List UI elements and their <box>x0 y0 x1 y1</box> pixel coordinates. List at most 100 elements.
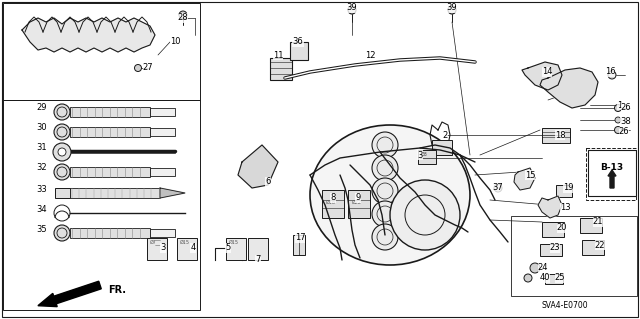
Text: 6: 6 <box>266 177 271 187</box>
Bar <box>70 188 160 198</box>
Text: 15: 15 <box>525 170 535 180</box>
Text: 22: 22 <box>595 241 605 249</box>
Text: Ø3: Ø3 <box>420 152 428 157</box>
Circle shape <box>390 180 460 250</box>
Circle shape <box>524 274 532 282</box>
Circle shape <box>179 11 187 19</box>
Text: FR.: FR. <box>108 285 126 295</box>
Text: 9: 9 <box>355 194 360 203</box>
Bar <box>70 127 150 137</box>
Text: 13: 13 <box>560 204 570 212</box>
Bar <box>293 235 305 255</box>
Text: 30: 30 <box>36 123 47 132</box>
Text: 39: 39 <box>447 4 458 12</box>
Text: 20: 20 <box>557 224 567 233</box>
Text: 25: 25 <box>555 273 565 283</box>
Circle shape <box>54 164 70 180</box>
Bar <box>556 185 572 197</box>
FancyArrow shape <box>38 281 101 307</box>
Bar <box>432 140 452 155</box>
Bar <box>348 190 370 218</box>
Bar <box>150 168 175 176</box>
Bar <box>70 228 150 238</box>
Text: SVA4-E0700: SVA4-E0700 <box>541 300 588 309</box>
Bar <box>582 240 604 255</box>
Bar <box>322 190 344 218</box>
Text: 12: 12 <box>365 50 375 60</box>
Bar <box>248 238 268 260</box>
Circle shape <box>448 6 456 14</box>
Text: 31: 31 <box>36 144 47 152</box>
Circle shape <box>372 201 398 227</box>
Circle shape <box>494 184 502 192</box>
Text: 29: 29 <box>36 103 47 113</box>
Circle shape <box>372 178 398 204</box>
Text: 28: 28 <box>178 13 188 23</box>
Polygon shape <box>238 145 278 188</box>
Bar <box>540 244 562 256</box>
Circle shape <box>53 143 71 161</box>
Polygon shape <box>538 196 562 218</box>
Polygon shape <box>522 62 562 90</box>
Circle shape <box>372 224 398 250</box>
Text: 27: 27 <box>143 63 154 72</box>
Text: 8: 8 <box>330 194 336 203</box>
Circle shape <box>372 132 398 158</box>
Text: 1: 1 <box>618 100 623 109</box>
Circle shape <box>348 6 356 14</box>
Bar <box>588 150 636 196</box>
Bar <box>3 100 200 310</box>
Text: Ø15: Ø15 <box>180 240 190 245</box>
Bar <box>252 155 270 175</box>
Bar <box>586 148 636 200</box>
Bar <box>150 108 175 116</box>
Bar <box>70 167 150 177</box>
Text: Ø7: Ø7 <box>150 240 156 245</box>
Text: 36: 36 <box>292 38 303 47</box>
Text: 34: 34 <box>36 205 47 214</box>
Text: 14: 14 <box>541 68 552 77</box>
Circle shape <box>54 225 70 241</box>
Bar <box>545 274 563 284</box>
Text: 18: 18 <box>555 130 565 139</box>
Text: 40: 40 <box>540 273 550 283</box>
Text: 19: 19 <box>563 183 573 192</box>
Polygon shape <box>22 18 155 52</box>
Bar <box>147 238 167 260</box>
Bar <box>542 222 564 237</box>
Text: 3: 3 <box>417 151 422 160</box>
Bar <box>418 150 436 164</box>
Bar <box>270 58 292 80</box>
Bar <box>3 3 200 100</box>
Circle shape <box>614 127 621 133</box>
Text: 26: 26 <box>619 128 629 137</box>
Text: 21: 21 <box>593 218 604 226</box>
Circle shape <box>58 148 66 156</box>
Text: 7: 7 <box>255 256 260 264</box>
Text: 35: 35 <box>36 226 47 234</box>
Text: 17: 17 <box>294 234 305 242</box>
Bar <box>55 188 70 198</box>
FancyArrow shape <box>608 170 616 188</box>
Text: 33: 33 <box>36 186 47 195</box>
Text: 2: 2 <box>442 130 447 139</box>
Bar <box>226 238 246 260</box>
Bar <box>542 128 570 143</box>
Polygon shape <box>540 68 598 108</box>
Circle shape <box>530 263 540 273</box>
Circle shape <box>54 104 70 120</box>
Circle shape <box>614 105 621 112</box>
Polygon shape <box>514 168 535 190</box>
Text: 3: 3 <box>160 243 166 253</box>
Bar <box>511 216 637 296</box>
Circle shape <box>54 124 70 140</box>
Circle shape <box>615 117 621 123</box>
Ellipse shape <box>310 125 470 265</box>
Text: 10: 10 <box>170 38 180 47</box>
Text: 24: 24 <box>538 263 548 272</box>
Circle shape <box>134 64 141 71</box>
Text: 37: 37 <box>493 183 504 192</box>
Bar <box>177 238 197 260</box>
Text: 11: 11 <box>273 50 284 60</box>
Text: Ø18: Ø18 <box>326 200 336 205</box>
